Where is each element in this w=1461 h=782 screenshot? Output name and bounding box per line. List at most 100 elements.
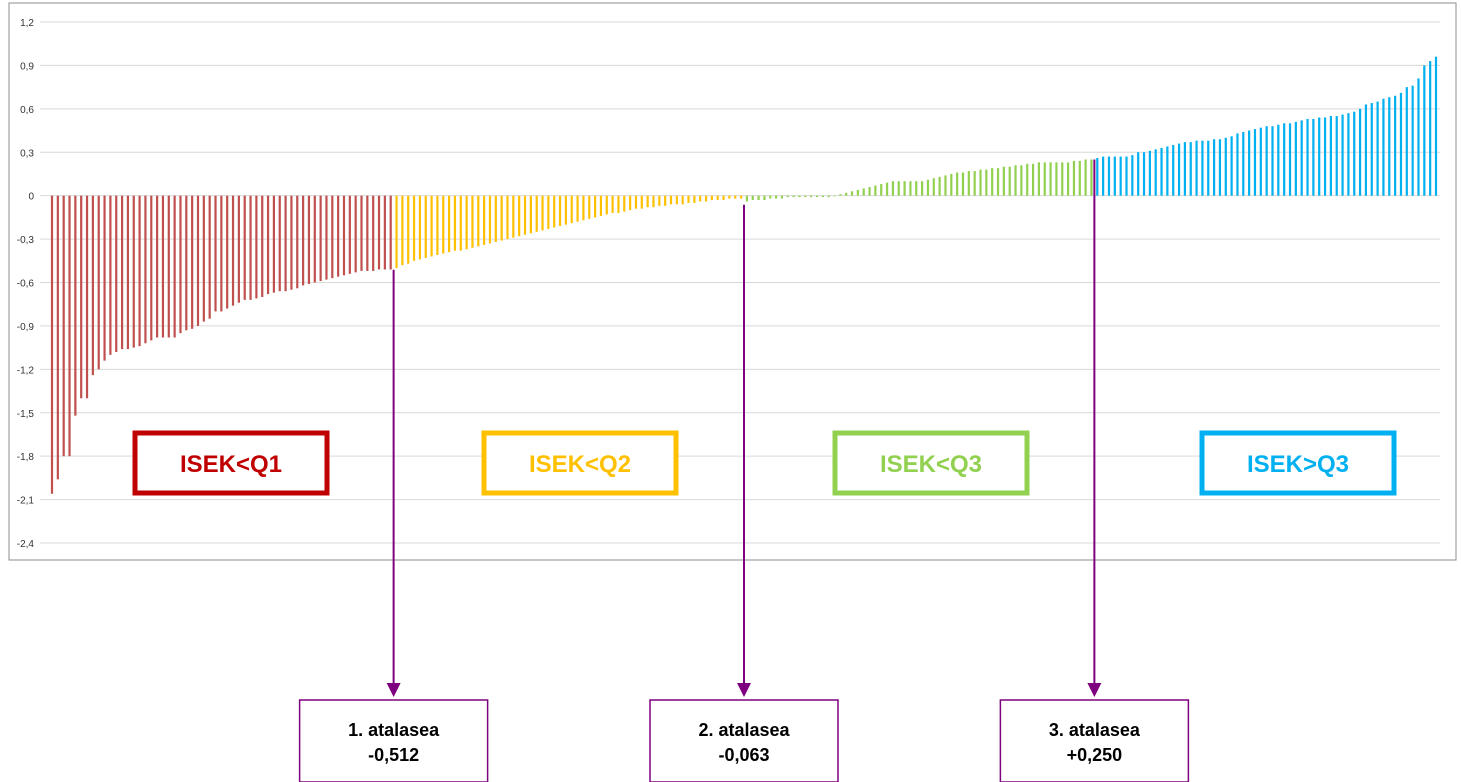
bar bbox=[921, 181, 924, 196]
bar bbox=[529, 195, 532, 234]
bar bbox=[605, 195, 608, 215]
bar bbox=[208, 195, 211, 319]
bar bbox=[734, 195, 737, 199]
bar bbox=[202, 195, 205, 322]
bar bbox=[593, 195, 597, 218]
bar bbox=[1020, 165, 1023, 196]
y-tick-label: 0,9 bbox=[20, 61, 34, 72]
bar bbox=[1335, 116, 1338, 196]
bar bbox=[564, 195, 567, 225]
bar bbox=[383, 195, 386, 270]
bar bbox=[85, 195, 89, 399]
bar bbox=[1248, 130, 1251, 196]
bar bbox=[722, 195, 725, 201]
bar bbox=[91, 195, 94, 376]
category-box-3: ISEK<Q3 bbox=[832, 430, 1030, 496]
bar bbox=[728, 195, 731, 199]
bar bbox=[220, 195, 223, 312]
bar bbox=[956, 172, 959, 196]
bar bbox=[751, 195, 754, 201]
y-tick-label: -0,9 bbox=[17, 322, 35, 333]
bar bbox=[1031, 163, 1035, 196]
bar bbox=[675, 195, 678, 205]
quartile-box-border bbox=[999, 699, 1190, 782]
bar bbox=[1125, 156, 1128, 196]
bar bbox=[932, 178, 935, 196]
quartile-box-border bbox=[298, 699, 489, 782]
bar bbox=[156, 195, 159, 338]
category-label: ISEK<Q1 bbox=[180, 451, 282, 478]
bar bbox=[319, 195, 322, 282]
bar bbox=[599, 195, 603, 216]
quartile-value: +0,250 bbox=[1067, 745, 1123, 765]
bar bbox=[716, 195, 719, 201]
bar bbox=[243, 195, 246, 300]
bar bbox=[354, 195, 357, 273]
quartile-arrow-head bbox=[1087, 683, 1102, 697]
bar bbox=[266, 195, 270, 295]
category-box-1: ISEK<Q1 bbox=[132, 430, 330, 496]
bar bbox=[1043, 162, 1046, 196]
bar bbox=[1364, 104, 1368, 196]
bar bbox=[775, 195, 778, 199]
bar bbox=[395, 195, 398, 269]
bar bbox=[377, 195, 381, 270]
bar bbox=[1154, 149, 1157, 196]
bar bbox=[1323, 117, 1327, 196]
bar bbox=[885, 182, 889, 196]
bar bbox=[1306, 118, 1309, 196]
bar bbox=[412, 195, 416, 261]
bar bbox=[109, 195, 112, 355]
bar bbox=[126, 195, 130, 350]
bar bbox=[810, 195, 813, 198]
bar bbox=[447, 195, 451, 253]
bar bbox=[611, 195, 614, 214]
category-box-border bbox=[132, 430, 330, 496]
bar bbox=[161, 195, 165, 338]
bar bbox=[1312, 118, 1315, 196]
bar bbox=[1055, 162, 1058, 196]
quartile-box-1: 1. atalasea -0,512 bbox=[298, 699, 489, 782]
bar bbox=[874, 185, 877, 196]
bar bbox=[1265, 126, 1268, 196]
bar bbox=[582, 195, 585, 221]
bar bbox=[307, 195, 311, 284]
bar bbox=[786, 195, 789, 198]
bar bbox=[231, 195, 235, 306]
bar bbox=[1370, 103, 1373, 196]
bar bbox=[1142, 152, 1146, 196]
bar bbox=[891, 181, 895, 196]
bar bbox=[967, 171, 970, 196]
bar bbox=[453, 195, 457, 251]
bar bbox=[903, 181, 906, 196]
bar bbox=[1236, 133, 1239, 196]
bar bbox=[237, 195, 240, 303]
bar bbox=[985, 169, 988, 196]
bar bbox=[704, 195, 708, 202]
bar bbox=[553, 195, 556, 228]
bar bbox=[68, 195, 71, 457]
bar bbox=[1177, 143, 1181, 196]
bar bbox=[360, 195, 363, 271]
y-tick-label: -1,8 bbox=[17, 452, 35, 463]
bar bbox=[1423, 65, 1426, 196]
bar bbox=[1341, 114, 1344, 196]
bar bbox=[191, 195, 194, 329]
bar bbox=[1096, 158, 1099, 196]
bar bbox=[1318, 117, 1321, 196]
bar bbox=[523, 195, 527, 235]
bar bbox=[950, 173, 953, 196]
bar bbox=[185, 195, 188, 331]
bar bbox=[821, 195, 824, 198]
bar bbox=[710, 195, 713, 201]
bar bbox=[827, 195, 830, 198]
bar bbox=[1078, 160, 1081, 196]
bar bbox=[1201, 140, 1204, 196]
bar bbox=[465, 195, 468, 250]
bar bbox=[833, 195, 836, 197]
bar bbox=[1212, 139, 1216, 196]
bar bbox=[1218, 139, 1222, 196]
quartile-box-2: 2. atalasea -0,063 bbox=[649, 699, 839, 782]
bar bbox=[97, 195, 100, 370]
